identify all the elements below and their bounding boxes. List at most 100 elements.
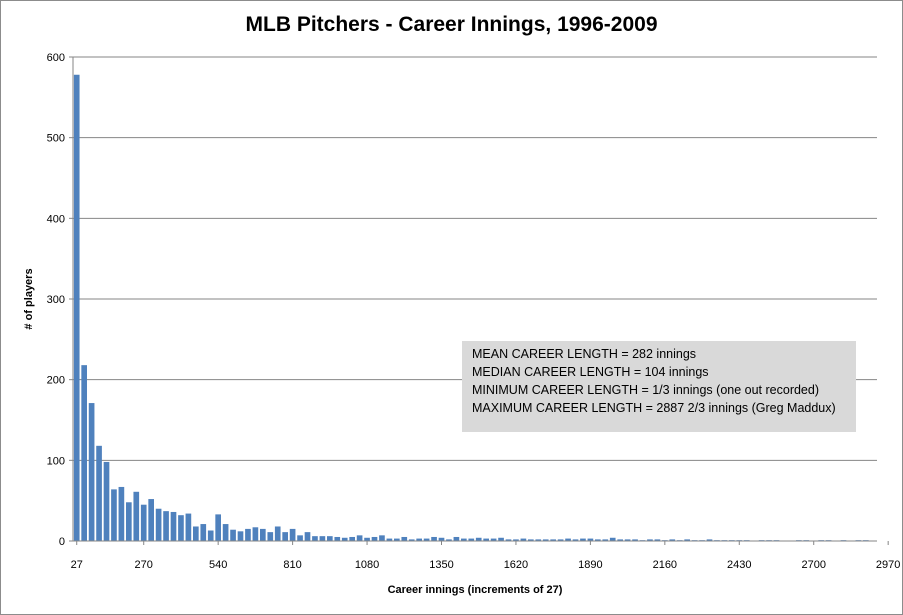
bar bbox=[617, 539, 623, 541]
bar bbox=[528, 539, 534, 541]
x-tick-label: 2160 bbox=[653, 559, 677, 571]
bar bbox=[490, 538, 497, 541]
bar bbox=[297, 535, 303, 541]
bar bbox=[245, 528, 251, 541]
bar bbox=[386, 538, 393, 541]
y-tick-label: 400 bbox=[47, 213, 65, 225]
bar bbox=[565, 538, 571, 541]
x-tick-label: 27 bbox=[71, 559, 83, 571]
bar bbox=[334, 536, 341, 541]
bar bbox=[513, 539, 519, 541]
bar bbox=[178, 515, 184, 541]
y-tick-label: 600 bbox=[47, 52, 65, 64]
bar bbox=[453, 536, 460, 541]
bar bbox=[483, 538, 489, 541]
bar bbox=[505, 539, 512, 541]
x-tick-label: 1890 bbox=[578, 559, 602, 571]
x-tick-label: 1350 bbox=[429, 559, 453, 571]
bar bbox=[103, 461, 110, 541]
bar bbox=[215, 514, 221, 541]
bar bbox=[207, 530, 214, 541]
bar bbox=[252, 527, 259, 541]
bar bbox=[349, 536, 355, 541]
bar bbox=[312, 536, 318, 541]
bar bbox=[133, 491, 140, 541]
mean-career-length: MEAN CAREER LENGTH = 282 innings bbox=[472, 347, 697, 361]
x-tick-label: 2970 bbox=[876, 559, 900, 571]
bar bbox=[624, 539, 631, 541]
bar bbox=[327, 536, 333, 541]
bar bbox=[237, 531, 244, 541]
bar bbox=[408, 539, 415, 541]
bar bbox=[126, 502, 132, 541]
bar bbox=[587, 538, 594, 541]
x-tick-label: 1080 bbox=[355, 559, 379, 571]
x-tick-label: 270 bbox=[135, 559, 153, 571]
bar bbox=[274, 526, 281, 541]
x-tick-label: 2700 bbox=[801, 559, 825, 571]
y-tick-label: 0 bbox=[59, 536, 65, 548]
chart-title: MLB Pitchers - Career Innings, 1996-2009 bbox=[245, 13, 658, 36]
y-tick-label: 300 bbox=[47, 294, 65, 306]
bar bbox=[706, 539, 713, 541]
bar bbox=[475, 537, 482, 541]
bar bbox=[520, 538, 527, 541]
bar bbox=[557, 539, 564, 541]
gridlines bbox=[73, 56, 877, 461]
bar bbox=[155, 508, 162, 541]
bar bbox=[88, 403, 95, 541]
bar bbox=[632, 539, 638, 541]
bar bbox=[416, 538, 422, 541]
bar bbox=[200, 524, 207, 541]
bar bbox=[364, 537, 370, 541]
x-tick-label: 1620 bbox=[504, 559, 528, 571]
bar bbox=[684, 539, 690, 541]
bar bbox=[572, 539, 579, 541]
bar bbox=[379, 535, 385, 541]
bar bbox=[111, 489, 117, 541]
y-tick-label: 500 bbox=[47, 133, 65, 145]
bar bbox=[73, 74, 80, 541]
bar bbox=[193, 526, 199, 541]
bar bbox=[96, 445, 102, 541]
bar bbox=[438, 537, 445, 541]
bar bbox=[535, 539, 542, 541]
bar bbox=[595, 539, 601, 541]
x-tick-label: 540 bbox=[209, 559, 227, 571]
bar bbox=[260, 528, 266, 541]
stats-annotation-box: MEAN CAREER LENGTH = 282 innings MEDIAN … bbox=[462, 341, 856, 432]
bar bbox=[394, 538, 400, 541]
maximum-career-length: MAXIMUM CAREER LENGTH = 2887 2/3 innings… bbox=[472, 401, 836, 415]
bar bbox=[267, 532, 274, 541]
bar bbox=[542, 539, 549, 541]
bar bbox=[423, 538, 430, 541]
bars bbox=[73, 74, 869, 541]
bar bbox=[654, 539, 661, 541]
bar bbox=[140, 504, 147, 541]
x-tick-labels: 27 270 540 810 1080 1350 1620 1890 2160 2430 2700 2… bbox=[71, 541, 900, 571]
bar bbox=[580, 538, 586, 541]
minimum-career-length: MINIMUM CAREER LENGTH = 1/3 innings (one… bbox=[472, 383, 819, 397]
y-tick-label: 200 bbox=[47, 375, 65, 387]
bar bbox=[118, 486, 125, 541]
y-tick-label: 100 bbox=[47, 455, 65, 467]
bar bbox=[170, 511, 177, 541]
bar bbox=[230, 529, 236, 541]
y-tick-labels: 0 100 200 300 400 500 600 bbox=[47, 52, 73, 548]
y-axis-title: # of players bbox=[23, 268, 35, 329]
bar bbox=[81, 365, 87, 541]
bar bbox=[647, 539, 653, 541]
bar bbox=[148, 499, 154, 541]
bar bbox=[356, 535, 363, 541]
x-tick-label: 810 bbox=[283, 559, 301, 571]
x-axis-title: Career innings (increments of 27) bbox=[388, 584, 563, 596]
bar bbox=[468, 538, 475, 541]
bar bbox=[401, 536, 408, 541]
bar bbox=[289, 528, 296, 541]
bar bbox=[461, 538, 467, 541]
bar bbox=[163, 511, 169, 541]
median-career-length: MEDIAN CAREER LENGTH = 104 innings bbox=[472, 365, 709, 379]
bar bbox=[602, 539, 609, 541]
bar bbox=[185, 513, 192, 541]
